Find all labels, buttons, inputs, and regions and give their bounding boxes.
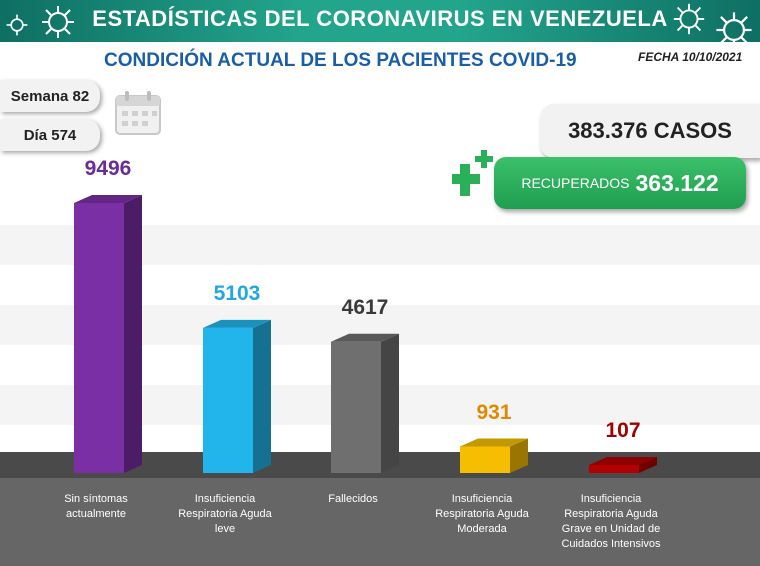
bar-value-label: 4617 — [341, 295, 389, 319]
category-label-line: Grave en Unidad de — [561, 523, 661, 535]
recovered-box: RECUPERADOS 363.122 — [494, 157, 746, 209]
category-label: Insuficiencia Respiratoria Aguda leve — [165, 492, 285, 537]
category-label: Fallecidos — [293, 492, 413, 507]
bar-value-label: 931 — [476, 400, 512, 424]
total-cases-box: 383.376 CASOS — [540, 104, 760, 158]
plus-icon — [452, 150, 493, 196]
category-label-line: Fallecidos — [328, 493, 378, 505]
category-label-line: Insuficiencia — [194, 493, 256, 505]
bar-3 — [331, 333, 399, 473]
category-label: Insuficiencia Respiratoria Aguda Grave en … — [551, 492, 671, 552]
bar-2 — [203, 319, 271, 473]
category-label-line: Cuidados Intensivos — [561, 538, 661, 550]
category-label-line: Respiratoria Aguda — [435, 508, 529, 520]
category-label-line: Sin síntomas — [64, 493, 128, 505]
category-label-line: Respiratoria Aguda — [178, 508, 272, 520]
week-badge: Semana 82 — [0, 80, 100, 112]
virus-icon — [673, 3, 705, 35]
category-label-line: Insuficiencia — [580, 493, 642, 505]
category-label: Insuficiencia Respiratoria Aguda Moderada — [422, 492, 542, 537]
category-label-line: actualmente — [66, 508, 126, 520]
page-subtitle: CONDICIÓN ACTUAL DE LOS PACIENTES COVID-… — [104, 50, 577, 71]
category-label-line: leve — [214, 523, 236, 535]
week-label: Semana 82 — [10, 87, 90, 105]
title-banner: ESTADÍSTICAS DEL CORONAVIRUS EN VENEZUEL… — [0, 0, 760, 42]
bar-value-label: 5103 — [213, 281, 261, 305]
category-label-line: Moderada — [457, 523, 507, 535]
category-label-line: Respiratoria Aguda — [564, 508, 658, 520]
total-cases: 383.376 CASOS — [568, 118, 732, 143]
virus-icon — [42, 6, 74, 38]
recovered-label: RECUPERADOS — [521, 175, 630, 191]
bar-5 — [589, 457, 657, 473]
category-label: Sin síntomas actualmente — [36, 492, 156, 522]
bar-value-label: 9496 — [84, 157, 132, 180]
report-date: FECHA 10/10/2021 — [638, 50, 743, 64]
bar-4 — [460, 438, 528, 473]
virus-icon — [6, 14, 28, 36]
bar-value-label: 107 — [605, 419, 641, 442]
bar-1 — [74, 195, 142, 473]
category-label-line: Insuficiencia — [451, 493, 513, 505]
recovered-value: 363.122 — [635, 169, 719, 196]
day-badge: Día 574 — [0, 119, 100, 151]
virus-icon — [716, 12, 752, 48]
banner-title: ESTADÍSTICAS DEL CORONAVIRUS EN VENEZUEL… — [92, 6, 668, 31]
day-label: Día 574 — [23, 126, 77, 144]
calendar-icon — [115, 91, 161, 135]
